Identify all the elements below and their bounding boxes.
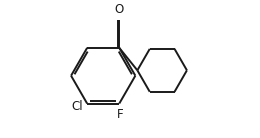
Text: F: F [117,108,124,121]
Text: O: O [115,3,124,16]
Text: Cl: Cl [72,100,83,113]
